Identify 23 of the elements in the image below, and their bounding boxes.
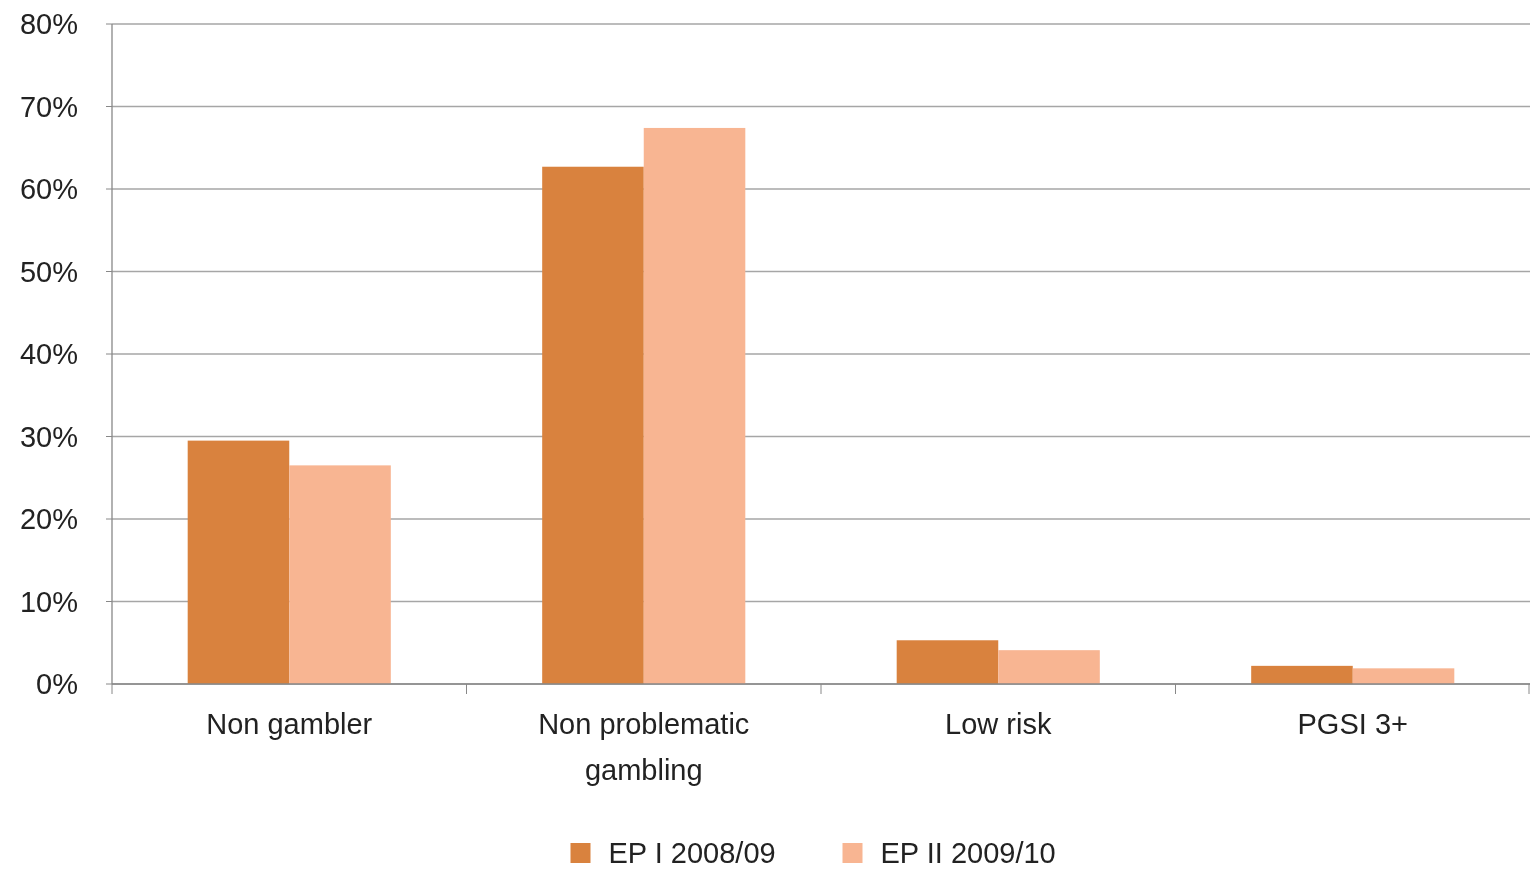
bar: [643, 127, 746, 684]
y-tick-label: 0%: [36, 668, 78, 701]
bar: [998, 650, 1100, 684]
x-tick-label: Low risk: [945, 708, 1052, 740]
y-tick-label: 30%: [19, 420, 78, 453]
x-tick-label: Non gambler: [206, 708, 373, 740]
x-tick-label: Non problematic gambling: [538, 708, 750, 786]
y-tick-label: 60%: [19, 173, 78, 206]
legend-label: EP I 2008/09: [608, 837, 776, 870]
y-tick-label: 50%: [19, 255, 78, 288]
bar: [187, 440, 290, 684]
bar: [1352, 668, 1455, 684]
y-tick-label: 10%: [19, 585, 78, 618]
y-tick-label: 80%: [19, 8, 78, 41]
legend-label: EP II 2009/10: [880, 837, 1056, 870]
y-tick-label: 40%: [19, 338, 78, 371]
x-tick-label: PGSI 3+: [1297, 708, 1408, 740]
y-tick-label: 20%: [19, 503, 78, 536]
bar: [896, 640, 999, 684]
bar: [542, 166, 644, 684]
bar: [289, 465, 391, 684]
bar: [1251, 665, 1353, 684]
y-tick-label: 70%: [19, 90, 78, 123]
